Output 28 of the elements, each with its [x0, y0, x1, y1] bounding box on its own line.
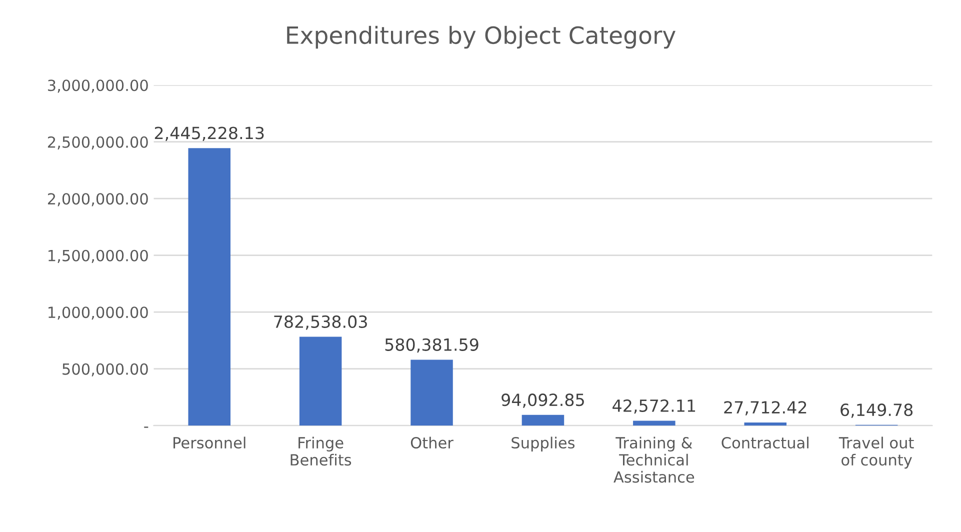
data-label: 27,712.42 [724, 401, 806, 416]
y-tick-label: 1,000,000.00 [48, 306, 148, 320]
bar [188, 148, 230, 426]
data-label: 42,572.11 [612, 399, 696, 414]
x-tick-label: Other [410, 436, 454, 449]
x-tick-label: Travel out of county [838, 436, 914, 469]
bar [522, 414, 564, 426]
bar [744, 422, 786, 426]
data-label: 782,538.03 [274, 315, 367, 330]
x-tick-label: Personnel [174, 436, 246, 449]
x-tick-label: Fringe Benefits [290, 436, 352, 466]
bar [410, 360, 453, 426]
data-label: 580,381.59 [385, 338, 478, 353]
x-tick-label: Contractual [722, 436, 808, 449]
y-tick-label: 3,000,000.00 [48, 80, 148, 93]
data-label: 94,092.85 [502, 394, 584, 408]
y-tick-label: - [144, 426, 148, 428]
y-tick-label: 500,000.00 [62, 363, 148, 376]
chart-title: Expenditures by Object Category [287, 26, 676, 49]
y-tick-label: 1,500,000.00 [48, 250, 148, 263]
bar [299, 336, 342, 426]
y-tick-label: 2,500,000.00 [48, 136, 148, 150]
x-tick-label: Supplies [512, 436, 575, 452]
bar [633, 420, 676, 426]
y-tick-label: 2,000,000.00 [48, 193, 148, 206]
data-label: 2,445,228.13 [154, 126, 264, 141]
x-tick-label: Training & Technical Assistance [614, 436, 694, 483]
data-label: 6,149.78 [840, 404, 913, 418]
